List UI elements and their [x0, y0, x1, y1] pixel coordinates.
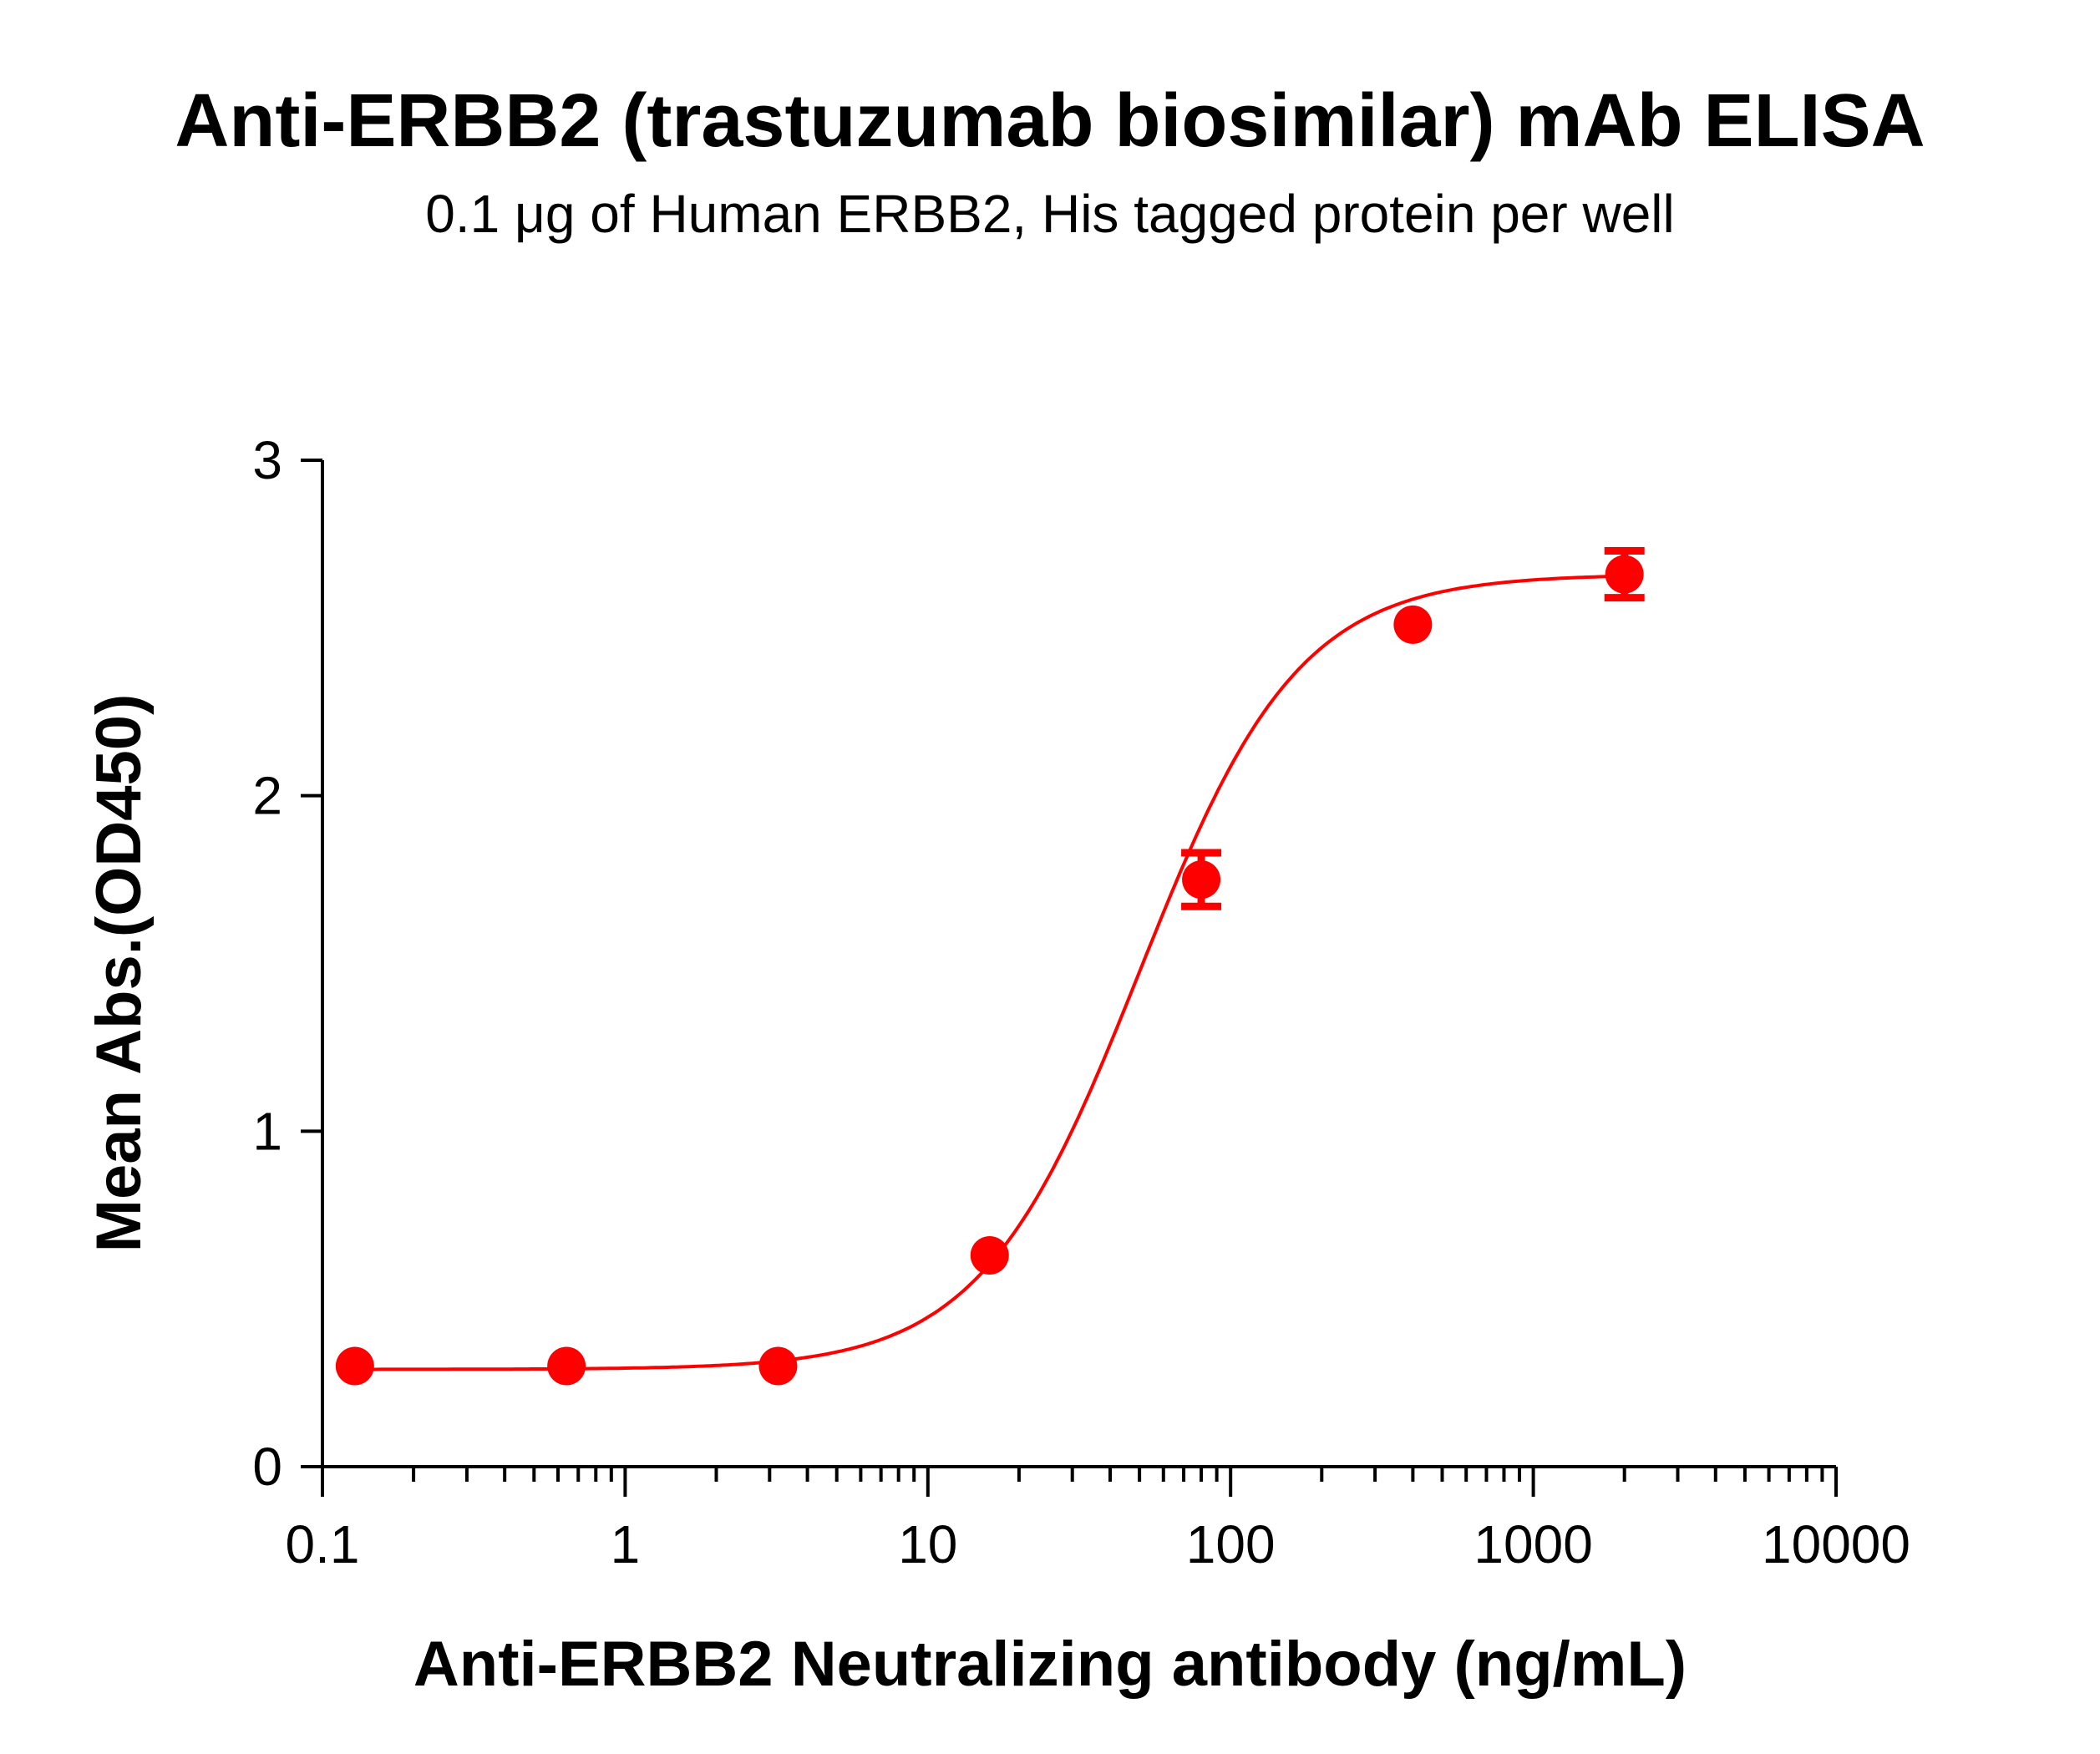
data-point-5: [1393, 605, 1433, 644]
data-point-1: [547, 1346, 586, 1386]
y-tick-label-0: 0: [252, 1437, 282, 1497]
data-point-6: [1605, 555, 1644, 594]
y-tick-label-2: 2: [252, 766, 282, 826]
chart-subtitle: 0.1 μg of Human ERBB2, His tagged protei…: [425, 184, 1674, 244]
x-tick-label-0: 0.1: [286, 1514, 360, 1574]
data-point-2: [758, 1346, 798, 1386]
x-tick-label-3: 100: [1186, 1514, 1276, 1574]
x-tick-label-1: 1: [611, 1514, 641, 1574]
x-axis-label: Anti-ERBB2 Neutralizing antibody (ng/mL): [413, 1629, 1687, 1700]
chart-title: Anti-ERBB2 (trastuzumab biosimilar) mAb …: [175, 79, 1925, 163]
data-points-group: [335, 546, 1645, 1386]
data-point-0: [335, 1346, 374, 1386]
y-axis-label: Mean Abs.(OD450): [84, 694, 155, 1253]
x-tick-label-4: 1000: [1474, 1514, 1592, 1574]
data-point-4: [1182, 860, 1221, 900]
data-point-3: [970, 1235, 1009, 1275]
y-tick-label-3: 3: [252, 430, 282, 490]
x-tick-label-2: 10: [898, 1514, 957, 1574]
x-tick-label-5: 10000: [1762, 1514, 1910, 1574]
axes: 0 1 2 3 0.1 1 10 100 1000 10000: [252, 430, 1910, 1574]
y-tick-label-1: 1: [252, 1101, 282, 1161]
